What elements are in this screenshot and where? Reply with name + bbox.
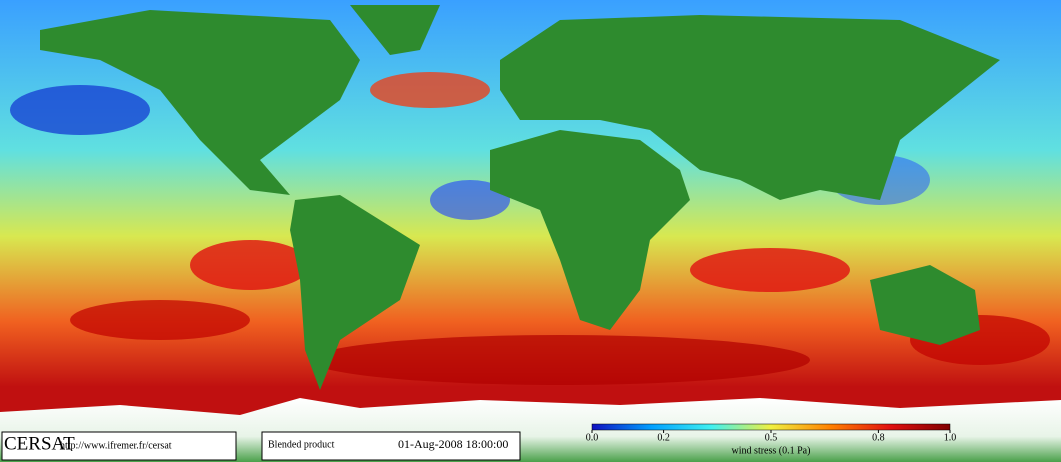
colorbar: wind stress (0.1 Pa) 0.0 0.2 0.5 0.8 1.0	[586, 423, 957, 456]
colorbar-tick-label: 0.2	[657, 432, 670, 443]
timestamp: 01-Aug-2008 18:00:00	[398, 437, 508, 451]
colorbar-tick-label: 1.0	[944, 432, 957, 443]
colorbar-tick-label: 0.5	[765, 432, 778, 443]
colorbar-label: wind stress (0.1 Pa)	[732, 445, 811, 456]
colorbar-tick-label: 0.0	[586, 432, 599, 443]
land	[40, 5, 1000, 390]
logo: CERSAT	[4, 433, 75, 454]
colorbar-ramp	[591, 423, 951, 431]
colorbar-tick-label: 0.8	[872, 432, 885, 443]
url: http://www.ifremer.fr/cersat	[60, 440, 172, 451]
legend-box: CERSAT http://www.ifremer.fr/cersat Blen…	[1, 431, 521, 461]
product: Blended product	[268, 439, 335, 450]
